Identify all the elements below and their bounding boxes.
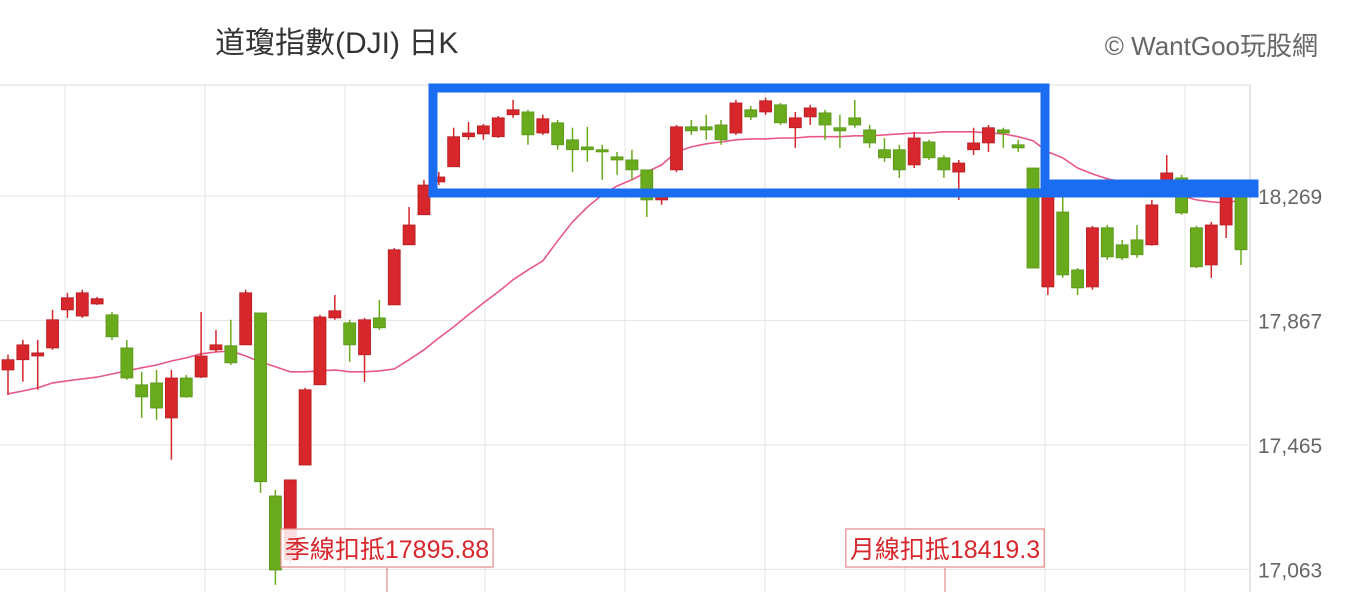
candle-body	[387, 249, 401, 306]
candle-body	[239, 292, 253, 346]
candle-body	[1130, 239, 1144, 256]
candle-body	[179, 377, 193, 398]
candle-body	[61, 297, 74, 311]
candle-body	[848, 117, 862, 126]
candle-body	[1190, 227, 1203, 268]
candle-body	[402, 224, 416, 246]
candle-body	[1011, 144, 1025, 149]
y-tick-label: 17,063	[1258, 559, 1322, 582]
candle-body	[1041, 182, 1055, 288]
candle-body	[254, 312, 267, 483]
candles	[1, 97, 1248, 585]
y-axis: 17,063 17,465 17,867 18,269	[1258, 186, 1322, 583]
annotation-box	[845, 528, 1045, 568]
candle-body	[506, 109, 520, 116]
candle-body	[31, 352, 45, 357]
candle-body	[1234, 191, 1248, 251]
candle-body	[907, 137, 921, 166]
candle-body	[818, 112, 832, 126]
y-tick-label: 17,465	[1258, 435, 1322, 458]
y-tick-label: 18,269	[1258, 186, 1322, 209]
candle-body	[90, 298, 104, 305]
candle-body	[580, 146, 594, 151]
candle-body	[937, 157, 951, 171]
highlight-box	[428, 83, 1259, 198]
candle-body	[491, 117, 505, 138]
candle-body	[105, 314, 119, 338]
candle-body	[120, 347, 134, 379]
candle-body	[714, 124, 728, 141]
candle-body	[328, 310, 342, 319]
candle-body	[1086, 227, 1099, 288]
candle-body	[684, 126, 698, 132]
candle-body	[209, 344, 223, 351]
annotations: 季線扣抵17895.88 月線扣抵18419.3	[280, 528, 1045, 592]
candle-body	[892, 149, 906, 171]
candle-body	[863, 129, 877, 144]
candle-body	[952, 162, 966, 173]
candle-body	[224, 345, 238, 364]
candle-body	[595, 149, 609, 153]
candle-body	[447, 136, 461, 168]
annotation-text: 月線扣抵18419.3	[850, 536, 1040, 564]
candle-body	[1056, 211, 1070, 276]
candle-body	[165, 377, 178, 419]
candle-body	[1115, 244, 1129, 259]
candle-body	[729, 102, 743, 134]
candle-body	[625, 159, 639, 171]
candle-body	[967, 142, 981, 151]
chart-title: 道瓊指數(DJI) 日K	[215, 27, 458, 60]
y-tick-label: 17,867	[1258, 310, 1322, 333]
candle-body	[982, 127, 995, 144]
candle-body	[551, 122, 565, 146]
vertical-grid	[64, 85, 1186, 592]
candle-body	[833, 127, 847, 132]
candle-body	[417, 184, 431, 216]
candle-body	[699, 126, 713, 131]
candle-body	[298, 389, 312, 466]
candle-body	[759, 100, 773, 113]
candle-body	[996, 129, 1010, 134]
candle-body	[313, 316, 327, 386]
candle-body	[358, 319, 371, 356]
candle-body	[194, 355, 208, 378]
moving-average	[7, 131, 1242, 395]
annotation-text: 季線扣抵17895.88	[285, 536, 489, 564]
candle-body	[46, 319, 59, 349]
candle-body	[536, 118, 550, 134]
candle-body	[75, 292, 89, 317]
candle-body	[788, 117, 802, 129]
candle-body	[1071, 269, 1084, 289]
annotation-box	[280, 528, 494, 568]
candle-body	[1, 359, 15, 371]
ma-line	[7, 131, 1242, 395]
candle-body	[135, 384, 149, 398]
candle-body	[774, 104, 787, 124]
candle-body	[1219, 194, 1233, 226]
candle-body	[1204, 224, 1218, 266]
candle-body	[803, 107, 817, 118]
candle-body	[462, 132, 475, 138]
candle-body	[268, 495, 282, 571]
candle-body	[521, 111, 535, 136]
candle-body	[476, 125, 490, 135]
candle-body	[1100, 227, 1114, 258]
candle-body	[922, 141, 936, 159]
candle-body	[744, 109, 758, 118]
candle-body	[150, 382, 163, 409]
candle-body	[670, 126, 683, 171]
watermark: © WantGoo玩股網	[1105, 31, 1318, 61]
candle-body	[1026, 167, 1040, 269]
candle-body	[16, 344, 30, 361]
candle-body	[343, 322, 357, 346]
candle-body	[878, 149, 891, 159]
candle-body	[610, 156, 624, 161]
candle-body	[372, 317, 386, 329]
candle-body	[1145, 204, 1159, 246]
candle-body	[566, 139, 579, 151]
